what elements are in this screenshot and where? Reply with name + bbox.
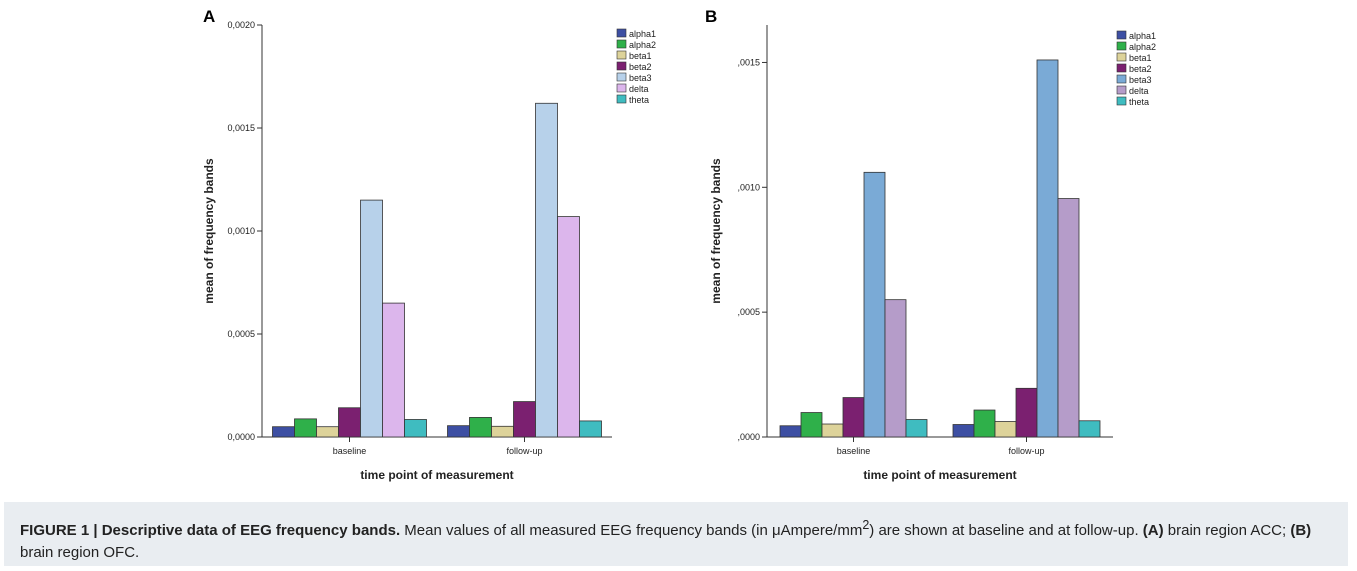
chart-a-svg: A 0,0000 0,0005 0,0010 0,0015 0,0020 mean of f… bbox=[202, 7, 656, 482]
caption-figure-label: FIGURE 1 | Descriptive data of EEG frequ… bbox=[20, 522, 401, 539]
bar-beta3-follow-up bbox=[1036, 59, 1059, 438]
legend-swatch-alpha2 bbox=[616, 39, 627, 49]
panel-letter-b: B bbox=[705, 7, 717, 26]
caption-label-a: (A) bbox=[1142, 522, 1164, 539]
bar-beta1-follow-up bbox=[994, 421, 1017, 438]
bar-beta1-follow-up bbox=[491, 425, 514, 438]
y-tick-label: ,0005 bbox=[737, 307, 760, 317]
bar-beta3-baseline bbox=[360, 199, 383, 438]
bar-delta-baseline bbox=[382, 302, 405, 438]
bar-alpha2-follow-up bbox=[469, 417, 492, 438]
y-tick-label: ,0015 bbox=[737, 57, 760, 67]
bar-beta2-follow-up bbox=[1015, 387, 1038, 438]
bar-delta-follow-up bbox=[557, 216, 580, 438]
bar-beta3-baseline bbox=[863, 171, 886, 438]
legend-swatch-delta bbox=[616, 83, 627, 93]
bar-alpha2-baseline bbox=[294, 418, 317, 438]
bar-theta-follow-up bbox=[1078, 420, 1101, 438]
legend-label-beta2: beta2 bbox=[629, 62, 652, 72]
x-tick-label: baseline bbox=[333, 446, 367, 456]
y-axis-label: mean of frequency bands bbox=[709, 158, 723, 304]
legend-label-alpha1: alpha1 bbox=[1129, 31, 1156, 41]
legend-swatch-beta2 bbox=[616, 61, 627, 71]
x-tick-label: follow-up bbox=[1008, 446, 1044, 456]
x-axis-label: time point of measurement bbox=[863, 468, 1016, 482]
chart-panel-b: B ,0000 ,0005 ,0010 ,0015 mean of frequency b… bbox=[695, 0, 1235, 505]
bar-alpha2-baseline bbox=[800, 412, 823, 438]
bar-theta-follow-up bbox=[579, 420, 602, 438]
bar-theta-baseline bbox=[404, 419, 427, 438]
legend-label-beta1: beta1 bbox=[629, 51, 652, 61]
y-tick-label: 0,0010 bbox=[227, 226, 255, 236]
chart-b-svg: B ,0000 ,0005 ,0010 ,0015 mean of frequency b… bbox=[705, 7, 1156, 482]
legend-label-beta3: beta3 bbox=[1129, 75, 1152, 85]
caption-text-2: ) are shown at baseline and at follow-up… bbox=[869, 522, 1143, 539]
bar-delta-follow-up bbox=[1057, 198, 1080, 438]
bar-beta1-baseline bbox=[821, 423, 844, 438]
legend-swatch-beta1 bbox=[616, 50, 627, 60]
bar-beta1-baseline bbox=[316, 426, 339, 438]
legend-swatch-beta3 bbox=[1116, 74, 1127, 84]
bar-delta-baseline bbox=[884, 299, 907, 438]
caption-label-b: (B) bbox=[1290, 522, 1312, 539]
legend-label-alpha1: alpha1 bbox=[629, 29, 656, 39]
x-tick-label: baseline bbox=[837, 446, 871, 456]
bar-alpha1-follow-up bbox=[447, 425, 470, 438]
chart-panel-a: A 0,0000 0,0005 0,0010 0,0015 0,0020 mean of f… bbox=[150, 0, 700, 505]
x-tick-label: follow-up bbox=[506, 446, 542, 456]
legend-swatch-beta1 bbox=[1116, 52, 1127, 62]
bar-theta-baseline bbox=[905, 419, 928, 438]
y-tick-label: ,0000 bbox=[737, 432, 760, 442]
y-tick-label: 0,0020 bbox=[227, 20, 255, 30]
caption-text-b: brain region OFC. bbox=[20, 544, 140, 561]
legend-swatch-beta3 bbox=[616, 72, 627, 82]
legend-swatch-alpha2 bbox=[1116, 41, 1127, 51]
legend-label-beta2: beta2 bbox=[1129, 64, 1152, 74]
legend-swatch-beta2 bbox=[1116, 63, 1127, 73]
legend-label-delta: delta bbox=[629, 84, 649, 94]
legend-label-theta: theta bbox=[1129, 97, 1149, 107]
y-axis-label: mean of frequency bands bbox=[202, 158, 216, 304]
legend-swatch-alpha1 bbox=[1116, 30, 1127, 40]
x-axis-label: time point of measurement bbox=[360, 468, 513, 482]
legend-label-alpha2: alpha2 bbox=[1129, 42, 1156, 52]
legend-swatch-theta bbox=[616, 94, 627, 104]
bar-alpha1-baseline bbox=[272, 426, 295, 438]
y-tick-label: 0,0015 bbox=[227, 123, 255, 133]
bar-beta2-baseline bbox=[338, 407, 361, 438]
caption-text-a: brain region ACC; bbox=[1163, 522, 1291, 539]
legend-label-alpha2: alpha2 bbox=[629, 40, 656, 50]
caption-text-1: Mean values of all measured EEG frequenc… bbox=[400, 522, 863, 539]
caption-superscript: 2 bbox=[862, 518, 870, 532]
bar-beta2-baseline bbox=[842, 397, 865, 438]
panel-letter-a: A bbox=[203, 7, 215, 26]
legend-label-beta3: beta3 bbox=[629, 73, 652, 83]
bar-alpha1-follow-up bbox=[952, 424, 975, 438]
y-tick-label: 0,0005 bbox=[227, 329, 255, 339]
bar-beta3-follow-up bbox=[535, 102, 558, 438]
legend-label-delta: delta bbox=[1129, 86, 1149, 96]
legend-label-theta: theta bbox=[629, 95, 649, 105]
legend-label-beta1: beta1 bbox=[1129, 53, 1152, 63]
legend-swatch-alpha1 bbox=[616, 28, 627, 38]
legend-swatch-theta bbox=[1116, 96, 1127, 106]
legend-swatch-delta bbox=[1116, 85, 1127, 95]
figure-caption: FIGURE 1 | Descriptive data of EEG frequ… bbox=[4, 502, 1348, 566]
y-tick-label: 0,0000 bbox=[227, 432, 255, 442]
bar-beta2-follow-up bbox=[513, 401, 536, 438]
bar-alpha1-baseline bbox=[779, 425, 802, 438]
bar-alpha2-follow-up bbox=[973, 409, 996, 438]
y-tick-label: ,0010 bbox=[737, 182, 760, 192]
